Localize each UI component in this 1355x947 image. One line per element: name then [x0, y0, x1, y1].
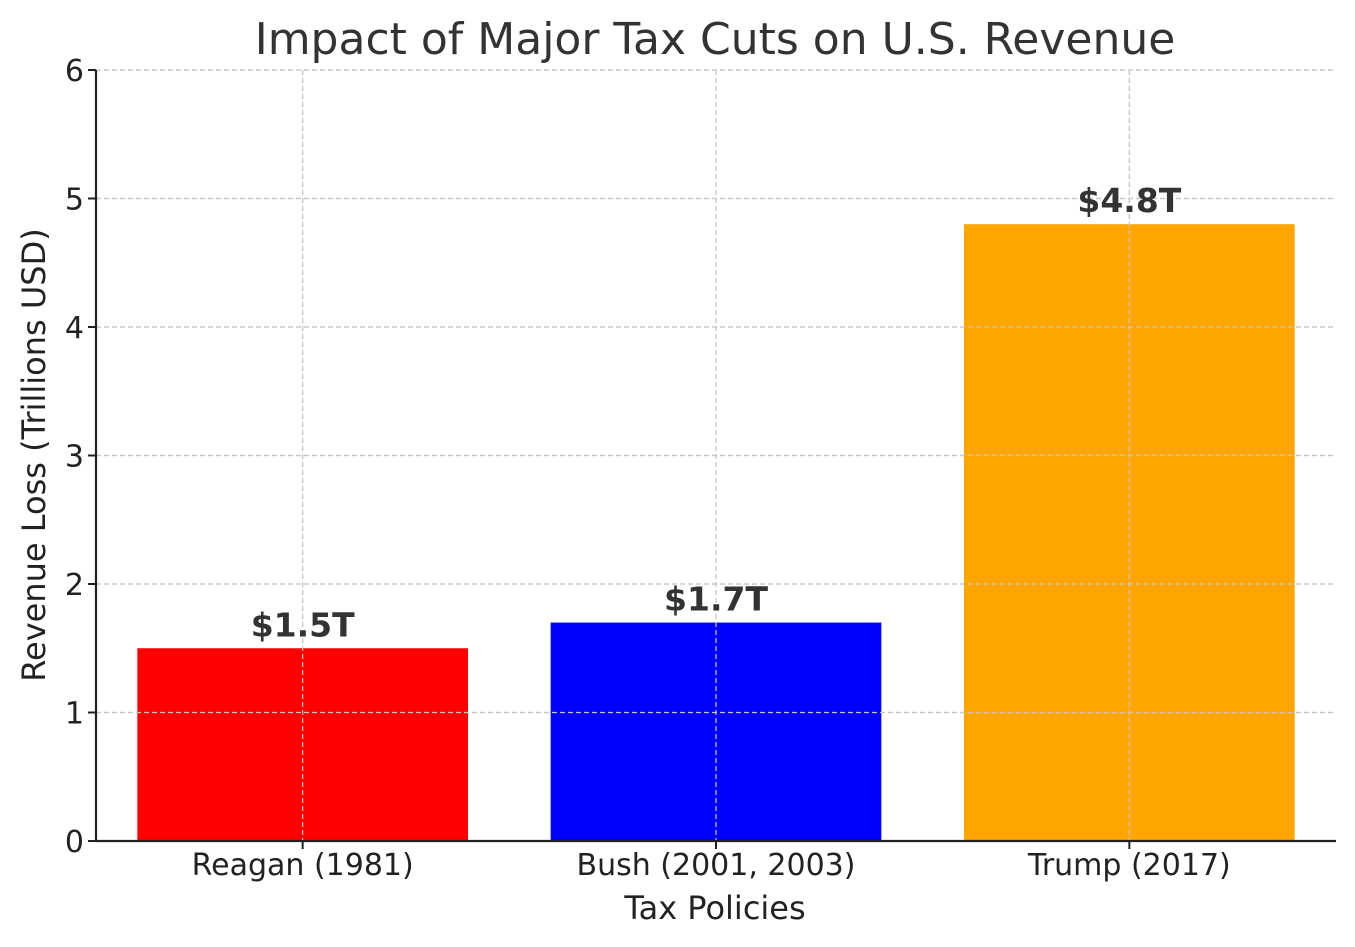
bar-value-label: $1.5T: [251, 605, 355, 644]
x-tick-label: Bush (2001, 2003): [577, 848, 856, 883]
bar-value-label: $1.7T: [664, 580, 768, 619]
x-tick-label: Reagan (1981): [192, 848, 414, 883]
y-tick-label: 0: [65, 825, 84, 860]
y-tick-label: 1: [65, 697, 84, 732]
chart-title: Impact of Major Tax Cuts on U.S. Revenue: [255, 14, 1176, 65]
x-tick-label: Trump (2017): [1027, 848, 1231, 883]
y-tick-label: 6: [65, 54, 84, 89]
y-axis-title: Revenue Loss (Trillions USD): [15, 228, 53, 682]
bars-layer: [96, 69, 1336, 842]
ticks-layer: 0 1 2 3 4 5 6 Reagan (1981) Bush (2001, 2003) Tru…: [65, 54, 1231, 883]
y-tick-label: 5: [65, 183, 84, 218]
data-labels-layer: $1.5T $1.7T $4.8T: [251, 181, 1182, 644]
y-tick-label: 4: [65, 311, 84, 346]
x-axis-title: Tax Policies: [623, 889, 805, 927]
y-tick-label: 3: [65, 440, 84, 475]
bar-value-label: $4.8T: [1077, 181, 1181, 220]
y-tick-label: 2: [65, 568, 84, 603]
bar: [964, 224, 1295, 841]
